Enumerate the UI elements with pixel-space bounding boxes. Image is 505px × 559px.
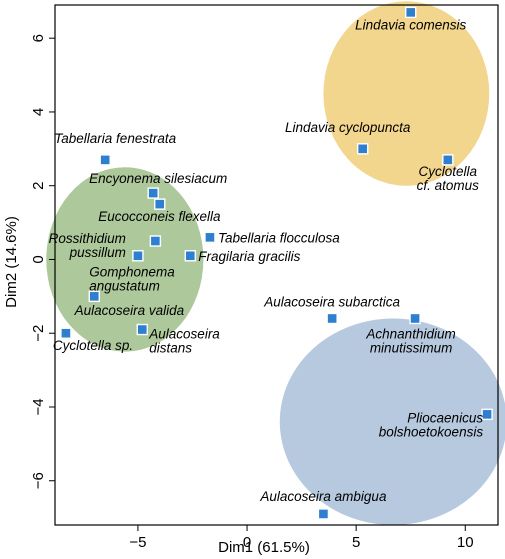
- labels-layer: Lindavia comensis Lindavia cyclopuncta Cyc…: [49, 17, 484, 504]
- data-point: [88, 290, 100, 303]
- point-label: bolshoetokoensis: [379, 424, 484, 439]
- y-tick-label: −6: [30, 472, 47, 489]
- y-tick-label: 4: [30, 108, 47, 116]
- point-label: Encyonema silesiacum: [89, 171, 227, 186]
- cluster-layer: [46, 1, 505, 525]
- y-tick-label: −4: [30, 398, 47, 415]
- x-axis-title: Dim1 (61.5%): [218, 539, 310, 556]
- data-point: [99, 154, 111, 166]
- y-axis: −6 −4 −2 0 2 4 6: [30, 34, 55, 489]
- point-label: Aulacoseira: [148, 327, 220, 342]
- point-label: pussillum: [69, 245, 126, 260]
- y-tick-label: 6: [30, 34, 47, 42]
- data-point: [60, 327, 72, 339]
- point-label: Lindavia comensis: [355, 17, 466, 32]
- point-label: Rossithidium: [49, 231, 126, 246]
- data-point: [356, 143, 369, 155]
- x-tick-label: 5: [352, 534, 360, 551]
- data-point: [204, 231, 216, 244]
- data-point: [317, 508, 330, 520]
- x-tick-label: 0: [243, 534, 251, 551]
- data-point: [405, 6, 417, 19]
- y-tick-label: −2: [30, 325, 47, 342]
- point-label: Aulacoseira ambigua: [259, 489, 387, 504]
- point-label: Aulacoseira subarctica: [263, 294, 400, 309]
- point-label: Tabellaria flocculosa: [218, 230, 340, 245]
- point-label: Tabellaria fenestrata: [54, 131, 176, 146]
- points-layer: [60, 6, 493, 520]
- data-point: [409, 312, 421, 325]
- point-label: Lindavia cyclopuncta: [285, 120, 411, 135]
- data-point: [154, 198, 166, 210]
- data-point: [326, 312, 338, 325]
- point-label: Cyclotella sp.: [53, 338, 133, 353]
- y-tick-label: 2: [30, 182, 47, 190]
- data-point: [481, 408, 493, 421]
- data-point: [149, 235, 162, 247]
- data-point: [184, 250, 197, 262]
- point-label: Cyclotella: [419, 164, 478, 179]
- data-point: [442, 154, 454, 166]
- data-point: [136, 323, 148, 336]
- point-label: Eucocconeis flexella: [98, 209, 221, 224]
- x-tick-label: 10: [457, 534, 474, 551]
- point-label: Aulacoseira valida: [74, 303, 185, 318]
- data-point: [132, 250, 144, 262]
- point-label: distans: [149, 341, 192, 356]
- cluster-ellipse-1: [46, 167, 204, 352]
- data-point: [147, 187, 159, 199]
- x-axis: −5 0 5 10: [129, 525, 474, 551]
- y-tick-label: 0: [30, 255, 47, 263]
- point-label: Pliocaenicus: [407, 410, 483, 425]
- point-label: Achnanthidium: [365, 326, 455, 341]
- point-label: Gomphonema: [89, 264, 175, 279]
- x-tick-label: −5: [129, 534, 146, 551]
- cluster-ellipse-2: [323, 1, 490, 186]
- point-label: cf. atomus: [417, 178, 480, 193]
- y-axis-title: Dim2 (14.6%): [3, 216, 20, 308]
- cluster-ellipse-3: [279, 318, 505, 525]
- plot-frame: [54, 4, 499, 526]
- point-label: angustatum: [89, 278, 160, 293]
- point-label: minutissimum: [370, 340, 453, 355]
- point-label: Fragilaria gracilis: [198, 249, 300, 264]
